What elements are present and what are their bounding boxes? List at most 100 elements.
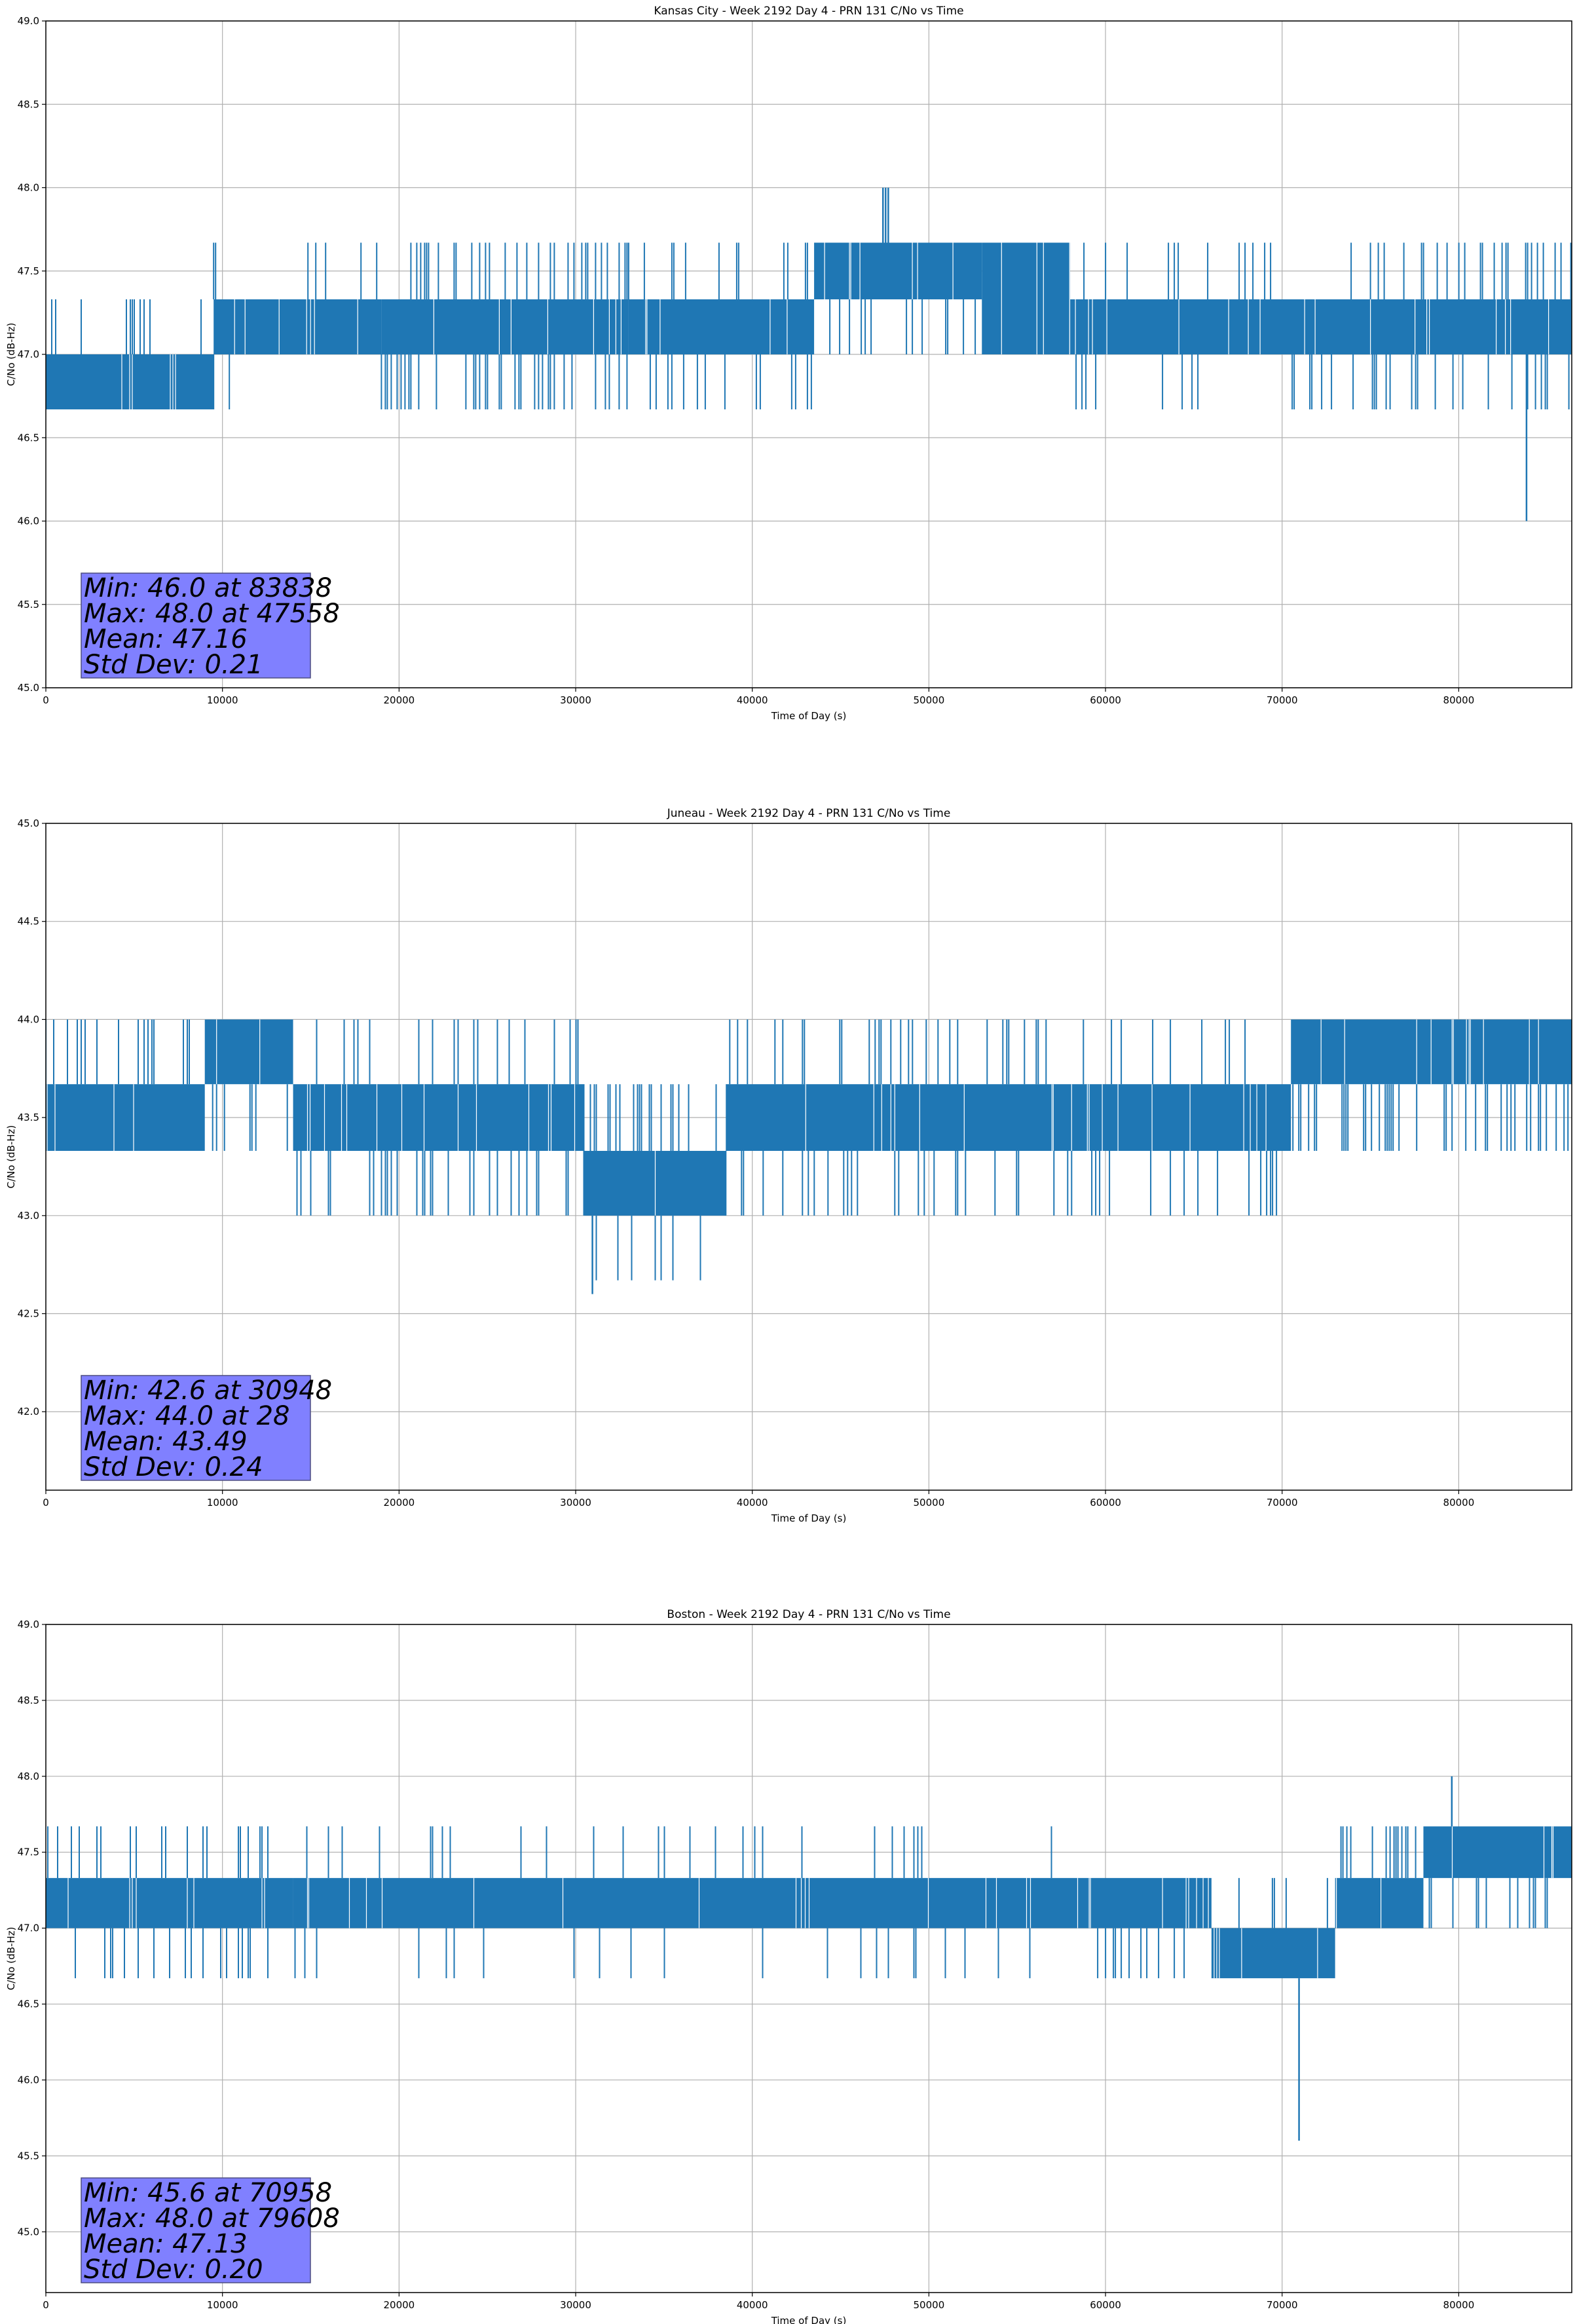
cno-band-gaps (1451, 1826, 1554, 1879)
x-axis-label: Time of Day (s) (771, 1512, 847, 1524)
x-tick-label: 10000 (207, 1497, 238, 1509)
stats-max: Max: 44.0 at 28 (84, 1401, 289, 1431)
x-tick-label: 0 (43, 694, 49, 706)
cno-series-line (46, 1776, 1572, 2141)
x-tick-label: 20000 (383, 1497, 415, 1509)
stats-mean: Mean: 47.13 (84, 2229, 248, 2259)
x-tick-label: 40000 (737, 2299, 768, 2311)
x-tick-label: 20000 (383, 2299, 415, 2311)
cno-band-gaps (824, 242, 954, 299)
cno-lower-spikes (1428, 1878, 1548, 1928)
cno-series-line (46, 1019, 1572, 1294)
stats-box-background (81, 572, 311, 679)
y-tick-label: 43.5 (18, 1112, 39, 1123)
cno-lower-spikes (296, 1151, 585, 1216)
cno-upper-spikes (1340, 1826, 1417, 1879)
y-tick-label: 45.0 (18, 682, 39, 694)
cno-band-gaps (306, 1878, 1079, 1928)
y-axis-label: C/No (dB-Hz) (5, 323, 17, 386)
chart-panel-2: 0 10000 20000 30000 40000 50000 60000 70000 8000… (5, 807, 1572, 1524)
cno-upper-spikes (589, 1084, 717, 1151)
stats-min: Min: 42.6 at 30948 (84, 1376, 332, 1406)
x-tick-label: 80000 (1443, 2299, 1475, 2311)
y-tick-label: 47.0 (18, 348, 39, 360)
x-tick-label: 50000 (914, 1497, 945, 1509)
cno-band-gaps (1075, 299, 1316, 354)
cno-band-gaps (1088, 1878, 1209, 1928)
cno-upper-spikes (1238, 1878, 1328, 1928)
chart-title: Boston - Week 2192 Day 4 - PRN 131 C/No … (667, 1608, 950, 1621)
y-tick-label: 47.5 (18, 1846, 39, 1858)
y-tick-label: 46.5 (18, 1998, 39, 2010)
stats-mean: Mean: 47.16 (84, 624, 248, 654)
stats-max: Max: 48.0 at 79608 (84, 2203, 340, 2234)
cno-band-gaps (1370, 299, 1549, 354)
cno-upper-spikes (1083, 242, 1352, 299)
x-tick-label: 0 (43, 2299, 49, 2311)
cno-upper-spikes (306, 1826, 1052, 1879)
cno-band (293, 1084, 585, 1152)
cno-band (1423, 1826, 1572, 1879)
cno-lower-spikes (213, 354, 231, 409)
cno-band-gaps (234, 299, 358, 354)
y-tick-label: 46.5 (18, 432, 39, 443)
stats-mean: Mean: 43.49 (84, 1427, 248, 1457)
cno-band-gaps (645, 299, 788, 354)
stats-box-background (81, 1375, 311, 1481)
cno-band (1088, 1878, 1212, 1928)
cno-band (204, 1019, 293, 1085)
y-tick-label: 46.0 (18, 515, 39, 527)
x-tick-label: 70000 (1267, 2299, 1298, 2311)
cno-upper-spikes (627, 242, 808, 299)
cno-lower-spikes (294, 1928, 1031, 1979)
cno-band (46, 1084, 205, 1152)
x-tick-label: 70000 (1267, 1497, 1298, 1509)
x-tick-label: 10000 (207, 2299, 238, 2311)
x-tick-label: 80000 (1443, 1497, 1475, 1509)
cno-band (1335, 1878, 1424, 1928)
y-tick-label: 49.0 (18, 15, 39, 27)
x-tick-label: 10000 (207, 694, 238, 706)
cno-band (814, 242, 982, 300)
cno-band-gaps (46, 1084, 134, 1151)
y-tick-label: 45.5 (18, 2150, 39, 2162)
cno-band-gaps (1320, 1019, 1539, 1085)
cno-band (213, 299, 382, 354)
x-tick-label: 40000 (737, 1497, 768, 1509)
cno-lower-spikes (380, 354, 628, 409)
cno-band-gaps (121, 354, 176, 409)
cno-band-gaps (1336, 1878, 1382, 1928)
y-axis-label: C/No (dB-Hz) (5, 1125, 17, 1189)
y-tick-label: 45.0 (18, 817, 39, 829)
y-axis-label: C/No (dB-Hz) (5, 1927, 17, 1991)
x-tick-label: 30000 (560, 694, 591, 706)
stats-std: Std Dev: 0.21 (84, 650, 263, 680)
stats-min: Min: 46.0 at 83838 (84, 573, 332, 603)
cno-band (1211, 1928, 1335, 1979)
y-tick-label: 43.0 (18, 1210, 39, 1222)
chart-title: Kansas City - Week 2192 Day 4 - PRN 131 … (654, 5, 963, 18)
y-tick-label: 42.0 (18, 1406, 39, 1417)
cno-upper-spikes (410, 242, 628, 299)
stats-std: Std Dev: 0.20 (84, 2255, 263, 2285)
cno-band-gaps (805, 1084, 1088, 1151)
x-tick-label: 60000 (1090, 1497, 1121, 1509)
y-tick-label: 48.0 (18, 182, 39, 194)
cno-band (46, 1878, 293, 1928)
y-tick-label: 42.5 (18, 1308, 39, 1320)
cno-lower-spikes (1097, 1928, 1185, 1979)
x-tick-label: 50000 (914, 2299, 945, 2311)
x-tick-label: 50000 (914, 694, 945, 706)
chart-panel-1: 0 10000 20000 30000 40000 50000 60000 70000 8000… (5, 5, 1572, 722)
cno-lower-spikes (1292, 1084, 1569, 1151)
y-tick-label: 48.5 (18, 1695, 39, 1706)
y-tick-label: 49.0 (18, 1619, 39, 1630)
cno-band-gaps (306, 1084, 576, 1151)
stats-max: Max: 48.0 at 47558 (84, 599, 340, 629)
y-tick-label: 47.5 (18, 265, 39, 277)
cno-lower-spikes (595, 1215, 701, 1281)
cno-lower-spikes (1371, 354, 1570, 409)
